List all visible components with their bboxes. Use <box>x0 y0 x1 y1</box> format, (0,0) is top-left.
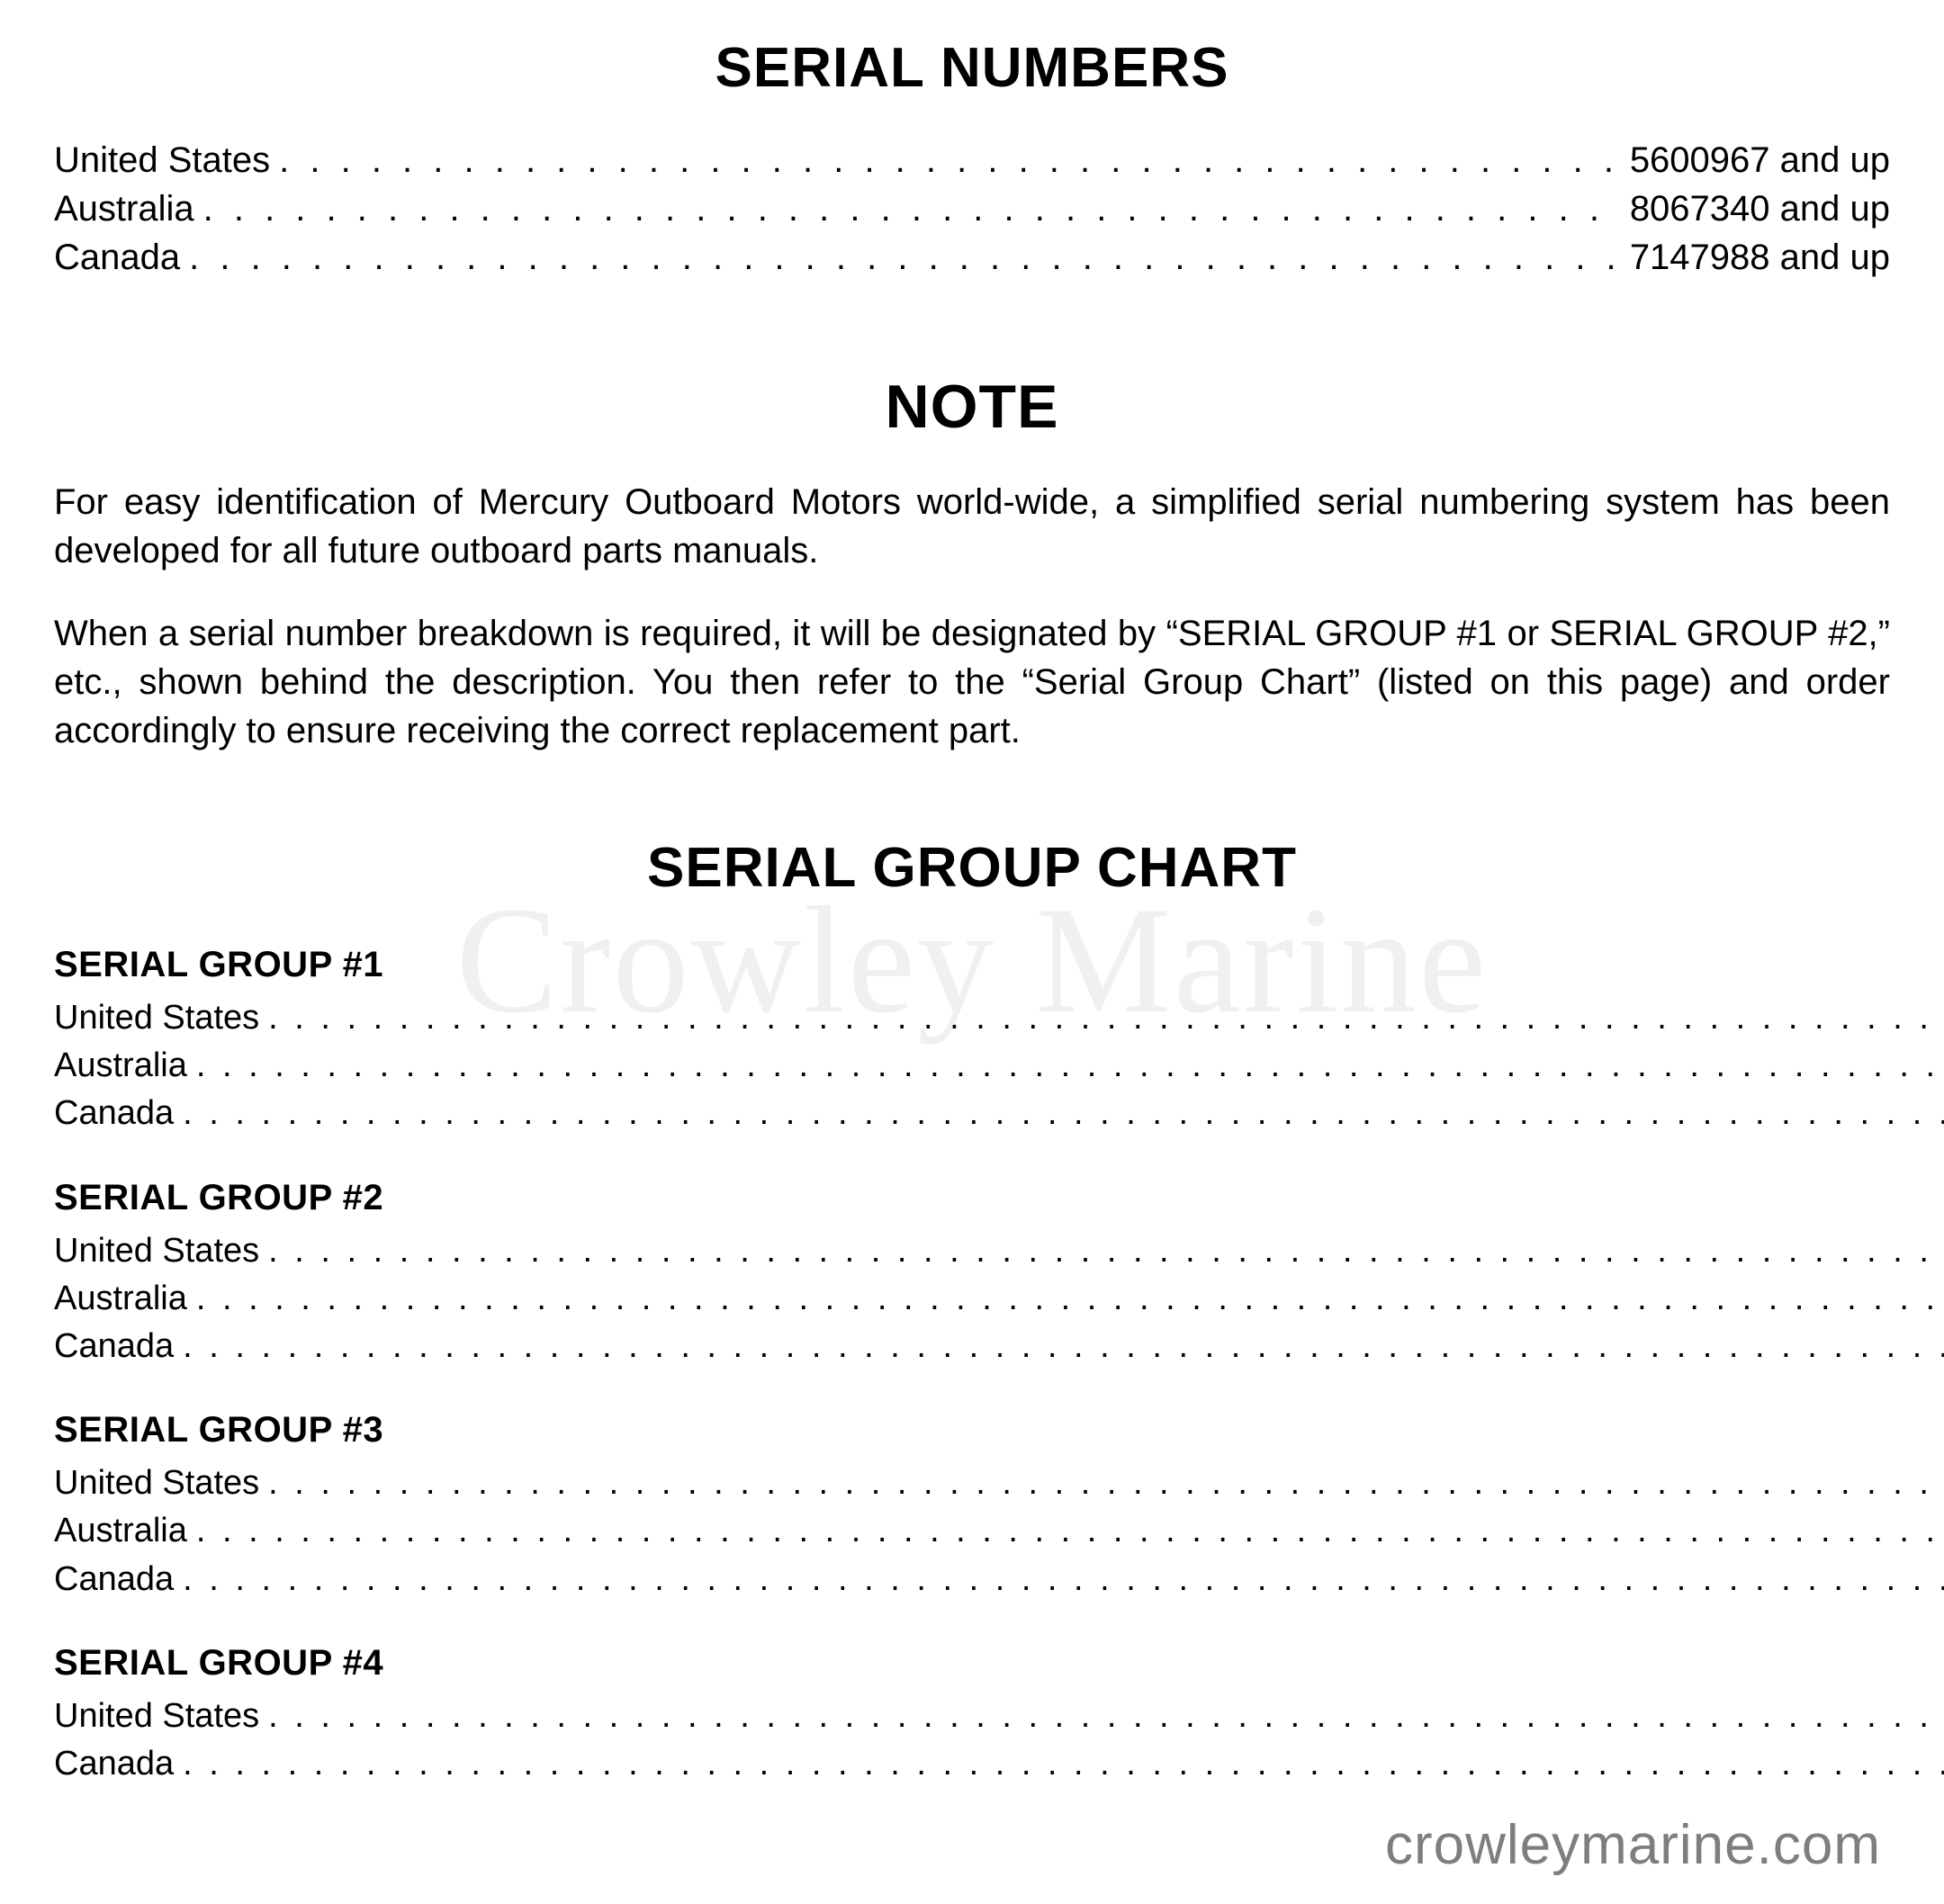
serial-group-title: SERIAL GROUP #3 <box>54 1410 1944 1450</box>
leader-dots: . . . . . . . . . . . . . . . . . . . . … <box>183 1323 1944 1370</box>
row-label: Canada <box>54 1323 183 1370</box>
serial-numbers-list: United States. . . . . . . . . . . . . .… <box>54 136 1890 282</box>
leader-dots: . . . . . . . . . . . . . . . . . . . . … <box>203 184 1617 233</box>
row-label: Australia <box>54 1275 196 1323</box>
leader-dots: . . . . . . . . . . . . . . . . . . . . … <box>183 1740 1944 1788</box>
heading-note: NOTE <box>54 372 1890 442</box>
leader-row: Canada. . . . . . . . . . . . . . . . . … <box>54 1556 1944 1603</box>
row-label: United States <box>54 1693 268 1740</box>
leader-dots: . . . . . . . . . . . . . . . . . . . . … <box>196 1275 1944 1323</box>
row-label: United States <box>54 994 268 1042</box>
heading-serial-numbers: SERIAL NUMBERS <box>54 36 1890 100</box>
row-label: Australia <box>54 1507 196 1555</box>
row-label: Canada <box>54 1090 183 1137</box>
leader-dots: . . . . . . . . . . . . . . . . . . . . … <box>196 1042 1944 1090</box>
serial-group-title: SERIAL GROUP #1 <box>54 945 1944 985</box>
footer-url: crowleymarine.com <box>1385 1813 1881 1877</box>
serial-group-chart: SERIAL GROUP #1United States. . . . . . … <box>54 945 1890 1828</box>
note-body: For easy identification of Mercury Outbo… <box>54 478 1890 755</box>
row-label: United States <box>54 1227 268 1275</box>
leader-dots: . . . . . . . . . . . . . . . . . . . . … <box>279 136 1617 184</box>
row-label: United States <box>54 1459 268 1507</box>
serial-group: SERIAL GROUP #1United States. . . . . . … <box>54 945 1944 1138</box>
row-label: Australia <box>54 1042 196 1090</box>
leader-row: United States. . . . . . . . . . . . . .… <box>54 994 1944 1042</box>
leader-row: Australia. . . . . . . . . . . . . . . .… <box>54 1507 1944 1555</box>
row-label: Canada <box>54 1740 183 1788</box>
leader-row: Australia. . . . . . . . . . . . . . . .… <box>54 1275 1944 1323</box>
leader-dots: . . . . . . . . . . . . . . . . . . . . … <box>268 1227 1944 1275</box>
row-value: 7147988 and up <box>1617 233 1890 282</box>
row-label: Canada <box>54 233 189 282</box>
serial-group: SERIAL GROUP #2United States. . . . . . … <box>54 1178 1944 1371</box>
leader-dots: . . . . . . . . . . . . . . . . . . . . … <box>196 1507 1944 1555</box>
leader-dots: . . . . . . . . . . . . . . . . . . . . … <box>268 1693 1944 1740</box>
serial-group-title: SERIAL GROUP #4 <box>54 1643 1944 1684</box>
leader-row: Canada. . . . . . . . . . . . . . . . . … <box>54 233 1890 282</box>
serial-group-title: SERIAL GROUP #2 <box>54 1178 1944 1218</box>
leader-dots: . . . . . . . . . . . . . . . . . . . . … <box>268 994 1944 1042</box>
leader-row: United States. . . . . . . . . . . . . .… <box>54 1227 1944 1275</box>
leader-dots: . . . . . . . . . . . . . . . . . . . . … <box>268 1459 1944 1507</box>
leader-row: Canada. . . . . . . . . . . . . . . . . … <box>54 1090 1944 1137</box>
row-value: 5600967 and up <box>1617 136 1890 184</box>
note-paragraph: For easy identification of Mercury Outbo… <box>54 478 1890 575</box>
leader-row: United States. . . . . . . . . . . . . .… <box>54 136 1890 184</box>
serial-group-column-left: SERIAL GROUP #1United States. . . . . . … <box>54 945 1944 1828</box>
leader-row: Canada. . . . . . . . . . . . . . . . . … <box>54 1740 1944 1788</box>
row-value: 8067340 and up <box>1617 184 1890 233</box>
serial-group: SERIAL GROUP #3United States. . . . . . … <box>54 1410 1944 1603</box>
row-label: United States <box>54 136 279 184</box>
leader-row: Australia. . . . . . . . . . . . . . . .… <box>54 1042 1944 1090</box>
leader-row: Canada. . . . . . . . . . . . . . . . . … <box>54 1323 1944 1370</box>
leader-row: Australia. . . . . . . . . . . . . . . .… <box>54 184 1890 233</box>
document-page: Crowley Marine SERIAL NUMBERS United Sta… <box>0 0 1944 1904</box>
note-paragraph: When a serial number breakdown is requir… <box>54 609 1890 755</box>
leader-dots: . . . . . . . . . . . . . . . . . . . . … <box>183 1090 1944 1137</box>
row-label: Canada <box>54 1556 183 1603</box>
leader-row: United States. . . . . . . . . . . . . .… <box>54 1693 1944 1740</box>
heading-serial-group-chart: SERIAL GROUP CHART <box>54 836 1890 900</box>
leader-dots: . . . . . . . . . . . . . . . . . . . . … <box>183 1556 1944 1603</box>
row-label: Australia <box>54 184 203 233</box>
leader-dots: . . . . . . . . . . . . . . . . . . . . … <box>189 233 1617 282</box>
serial-group: SERIAL GROUP #4 United States. . . . . . … <box>54 1643 1944 1788</box>
leader-row: United States. . . . . . . . . . . . . .… <box>54 1459 1944 1507</box>
